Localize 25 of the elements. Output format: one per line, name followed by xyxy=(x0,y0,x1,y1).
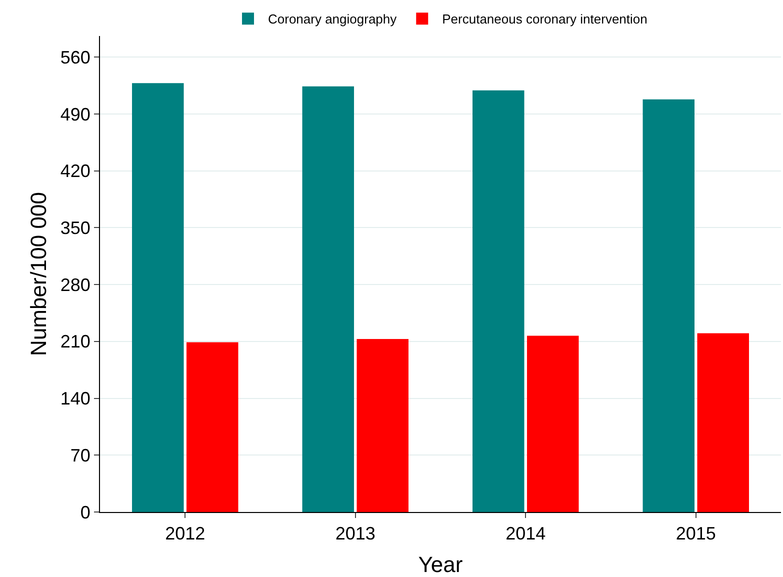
x-axis-title: Year xyxy=(418,552,463,577)
bar xyxy=(642,99,695,512)
y-tick-label: 70 xyxy=(70,445,90,466)
bar xyxy=(697,333,749,512)
bar xyxy=(302,86,354,512)
legend-label: Percutaneous coronary intervention xyxy=(442,12,648,27)
y-tick-label: 210 xyxy=(60,332,90,352)
bar xyxy=(132,83,184,512)
y-tick-label: 280 xyxy=(60,274,90,295)
x-tick-label: 2013 xyxy=(335,524,376,544)
y-axis-title: Number/100 000 xyxy=(26,192,51,356)
legend-label: Coronary angiography xyxy=(268,12,398,27)
bar xyxy=(472,90,524,512)
bar xyxy=(526,336,579,512)
x-tick-label: 2014 xyxy=(506,524,546,544)
y-tick-label: 140 xyxy=(60,388,90,409)
y-tick-label: 350 xyxy=(60,218,90,238)
y-tick-label: 420 xyxy=(60,161,90,182)
x-tick-label: 2015 xyxy=(676,524,716,544)
x-tick-label: 2012 xyxy=(165,524,206,544)
y-tick-label: 0 xyxy=(80,502,90,522)
y-tick-label: 560 xyxy=(60,47,90,68)
bar xyxy=(356,338,408,512)
y-tick-label: 490 xyxy=(60,104,90,124)
bar xyxy=(186,342,238,512)
